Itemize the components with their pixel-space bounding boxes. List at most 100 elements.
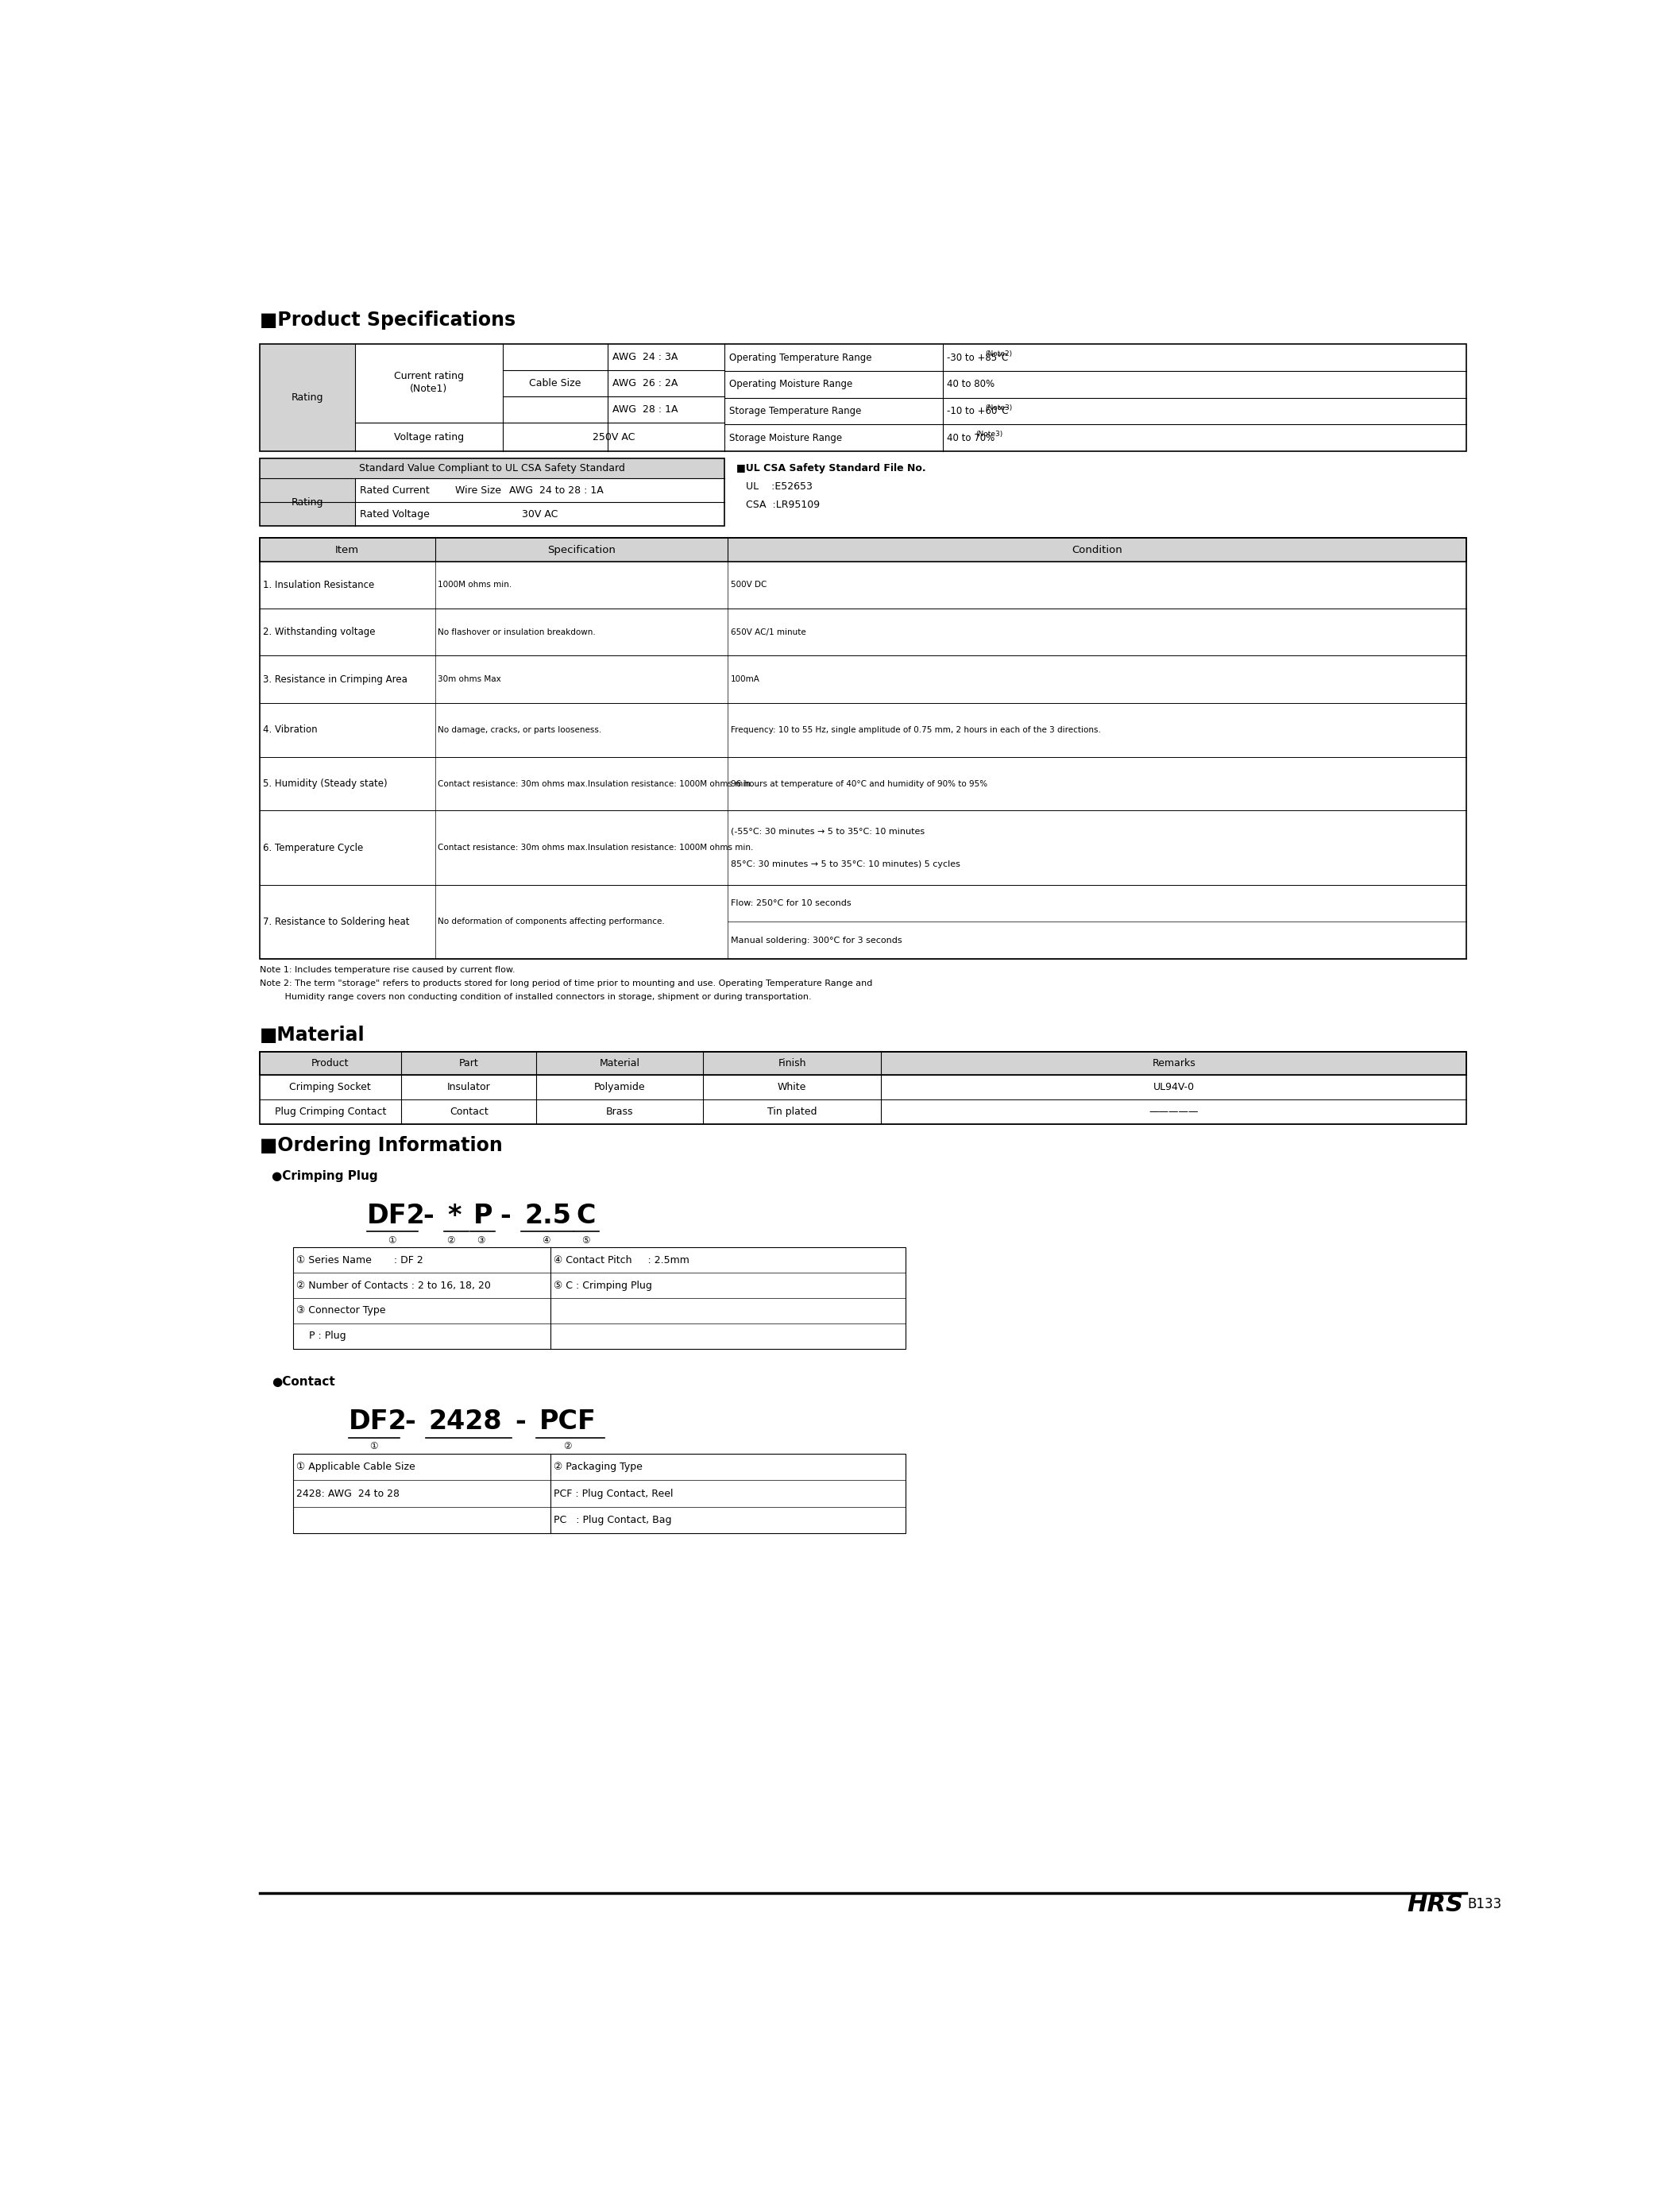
Text: *: * (447, 1203, 460, 1229)
Text: (-55°C: 30 minutes → 5 to 35°C: 10 minutes: (-55°C: 30 minutes → 5 to 35°C: 10 minut… (731, 827, 924, 835)
Text: Crimping Socket: Crimping Socket (289, 1083, 371, 1094)
Text: 1000M ohms min.: 1000M ohms min. (438, 582, 512, 588)
Text: 100mA: 100mA (731, 676, 759, 682)
Text: ■Product Specifications: ■Product Specifications (259, 311, 516, 330)
Text: Manual soldering: 300°C for 3 seconds: Manual soldering: 300°C for 3 seconds (731, 936, 902, 945)
Text: 2428: 2428 (428, 1408, 502, 1435)
Text: -30 to +85°C: -30 to +85°C (946, 352, 1008, 363)
Text: 30V AC: 30V AC (521, 510, 558, 518)
Text: ③: ③ (477, 1236, 486, 1244)
Text: ■Ordering Information: ■Ordering Information (259, 1135, 502, 1155)
Text: Tin plated: Tin plated (768, 1107, 816, 1118)
Text: 2428: AWG  24 to 28: 2428: AWG 24 to 28 (296, 1489, 400, 1498)
Text: DF2: DF2 (349, 1408, 407, 1435)
Text: ●Crimping Plug: ●Crimping Plug (272, 1170, 378, 1181)
Text: ② Packaging Type: ② Packaging Type (554, 1461, 642, 1472)
Text: AWG  26 : 2A: AWG 26 : 2A (612, 378, 677, 389)
Text: (Note2): (Note2) (984, 350, 1011, 359)
Text: Contact resistance: 30m ohms max.Insulation resistance: 1000M ohms min.: Contact resistance: 30m ohms max.Insulat… (438, 844, 754, 851)
Text: ④: ④ (541, 1236, 549, 1244)
Text: Frequency: 10 to 55 Hz, single amplitude of 0.75 mm, 2 hours in each of the 3 di: Frequency: 10 to 55 Hz, single amplitude… (731, 726, 1100, 735)
Text: Specification: Specification (548, 545, 615, 555)
Text: ②: ② (563, 1441, 571, 1452)
Text: 6. Temperature Cycle: 6. Temperature Cycle (262, 842, 363, 853)
Text: 5. Humidity (Steady state): 5. Humidity (Steady state) (262, 779, 386, 790)
Text: Rated Voltage: Rated Voltage (360, 510, 430, 518)
Text: Standard Value Compliant to UL CSA Safety Standard: Standard Value Compliant to UL CSA Safet… (360, 464, 625, 475)
Text: AWG  24 to 28 : 1A: AWG 24 to 28 : 1A (509, 486, 603, 494)
Text: —————: ————— (1149, 1107, 1198, 1118)
Text: 650V AC/1 minute: 650V AC/1 minute (731, 628, 806, 636)
Text: Finish: Finish (778, 1059, 806, 1069)
Text: Operating Moisture Range: Operating Moisture Range (729, 378, 852, 389)
Text: ①: ① (388, 1236, 396, 1244)
Text: 85°C: 30 minutes → 5 to 35°C: 10 minutes) 5 cycles: 85°C: 30 minutes → 5 to 35°C: 10 minutes… (731, 859, 959, 868)
Text: 7. Resistance to Soldering heat: 7. Resistance to Soldering heat (262, 916, 410, 927)
Text: 30m ohms Max: 30m ohms Max (438, 676, 501, 682)
Text: Part: Part (459, 1059, 479, 1069)
Text: Product: Product (311, 1059, 349, 1069)
Text: No deformation of components affecting performance.: No deformation of components affecting p… (438, 919, 665, 925)
Text: Current rating: Current rating (393, 372, 464, 381)
Bar (294, 1454, 906, 1533)
Text: 500V DC: 500V DC (731, 582, 766, 588)
Text: Flow: 250°C for 10 seconds: Flow: 250°C for 10 seconds (731, 899, 850, 908)
Text: 2.5: 2.5 (524, 1203, 571, 1229)
Text: Cable Size: Cable Size (529, 378, 581, 389)
Text: Brass: Brass (606, 1107, 633, 1118)
Text: -: - (499, 1203, 511, 1229)
Text: -: - (405, 1408, 415, 1435)
Text: UL94V-0: UL94V-0 (1152, 1083, 1194, 1094)
Text: P: P (474, 1203, 492, 1229)
Text: 3. Resistance in Crimping Area: 3. Resistance in Crimping Area (262, 674, 407, 685)
Text: (Note3): (Note3) (984, 405, 1011, 411)
Text: No damage, cracks, or parts looseness.: No damage, cracks, or parts looseness. (438, 726, 601, 735)
Text: Rating: Rating (291, 394, 323, 402)
Bar (259, 538, 1467, 562)
Bar (259, 343, 1467, 451)
Bar (259, 1100, 1467, 1124)
Text: Contact resistance: 30m ohms max.Insulation resistance: 1000M ohms min.: Contact resistance: 30m ohms max.Insulat… (438, 781, 754, 787)
Text: Voltage rating: Voltage rating (393, 433, 464, 442)
Text: 40 to 80%: 40 to 80% (946, 378, 995, 389)
Text: -10 to +60°C: -10 to +60°C (946, 407, 1008, 416)
Bar (259, 479, 354, 525)
Text: Material: Material (600, 1059, 640, 1069)
Text: Polyamide: Polyamide (595, 1083, 645, 1094)
Text: ●Contact: ●Contact (272, 1376, 334, 1389)
Text: 1. Insulation Resistance: 1. Insulation Resistance (262, 580, 375, 590)
Text: ②: ② (447, 1236, 455, 1244)
Bar (259, 1052, 1467, 1124)
Text: Operating Temperature Range: Operating Temperature Range (729, 352, 872, 363)
Text: PCF: PCF (539, 1408, 596, 1435)
Text: (Note1): (Note1) (410, 383, 447, 394)
Bar (259, 1076, 1467, 1100)
Text: No flashover or insulation breakdown.: No flashover or insulation breakdown. (438, 628, 596, 636)
Text: ① Series Name       : DF 2: ① Series Name : DF 2 (296, 1255, 423, 1266)
Text: HRS: HRS (1406, 1892, 1463, 1916)
Text: ③ Connector Type: ③ Connector Type (296, 1306, 386, 1317)
Text: Item: Item (336, 545, 360, 555)
Bar (259, 1052, 1467, 1076)
Text: AWG  24 : 3A: AWG 24 : 3A (612, 352, 677, 363)
Bar (294, 1247, 906, 1349)
Text: -: - (423, 1203, 433, 1229)
Text: Contact: Contact (450, 1107, 489, 1118)
Text: C: C (576, 1203, 596, 1229)
Text: Rated Current: Rated Current (360, 486, 430, 494)
Text: CSA  :LR95109: CSA :LR95109 (746, 501, 820, 510)
Text: 96 hours at temperature of 40°C and humidity of 90% to 95%: 96 hours at temperature of 40°C and humi… (731, 781, 988, 787)
Text: Plug Crimping Contact: Plug Crimping Contact (274, 1107, 386, 1118)
Text: PCF : Plug Contact, Reel: PCF : Plug Contact, Reel (554, 1489, 674, 1498)
Text: 2. Withstanding voltage: 2. Withstanding voltage (262, 628, 375, 636)
Text: Rating: Rating (291, 496, 323, 507)
Text: ■Material: ■Material (259, 1026, 365, 1043)
Text: White: White (778, 1083, 806, 1094)
Text: 250V AC: 250V AC (593, 433, 635, 442)
Text: Note 2: The term "storage" refers to products stored for long period of time pri: Note 2: The term "storage" refers to pro… (259, 980, 872, 986)
Text: (Note3): (Note3) (976, 431, 1003, 437)
Text: Note 1: Includes temperature rise caused by current flow.: Note 1: Includes temperature rise caused… (259, 967, 516, 973)
Text: ■UL CSA Safety Standard File No.: ■UL CSA Safety Standard File No. (736, 464, 926, 475)
Bar (259, 538, 1467, 958)
Text: ①: ① (370, 1441, 378, 1452)
